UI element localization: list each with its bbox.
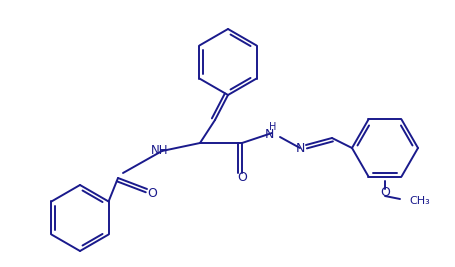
Text: O: O	[237, 171, 247, 184]
Text: H: H	[269, 122, 276, 132]
Text: N: N	[295, 142, 304, 155]
Text: N: N	[264, 128, 273, 140]
Text: CH₃: CH₃	[408, 196, 429, 206]
Text: NH: NH	[151, 144, 168, 158]
Text: O: O	[379, 187, 389, 199]
Text: O: O	[147, 187, 157, 201]
